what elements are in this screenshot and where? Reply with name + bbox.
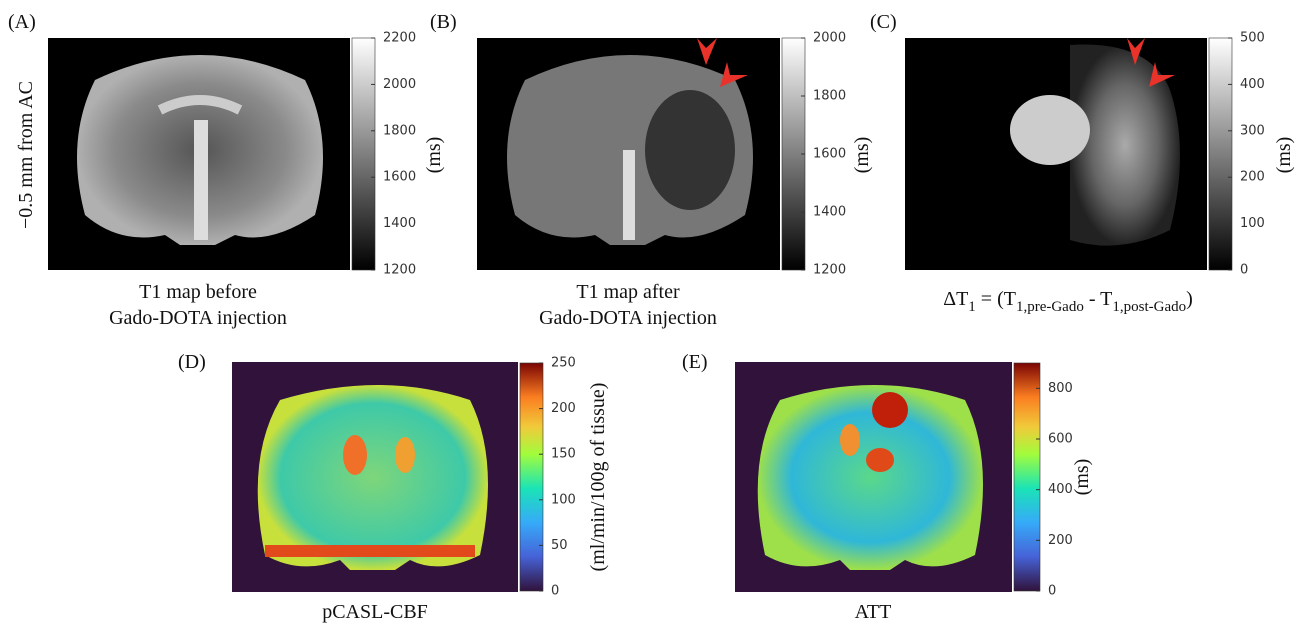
panel-label: (E)	[682, 351, 708, 373]
colorbar-tick-label: 400	[1240, 77, 1265, 92]
colorbar-tick-label: 600	[1048, 432, 1073, 447]
colorbar-label: (ms)	[1273, 137, 1295, 174]
colorbar-tick-label: 150	[551, 447, 576, 462]
colorbar-tick-label: 250	[551, 356, 576, 371]
colorbar-tick-label: 0	[551, 584, 559, 599]
colorbar-tick-label: 200	[1240, 170, 1265, 185]
colorbar	[351, 37, 376, 271]
colorbar-tick-label: 0	[1048, 584, 1056, 599]
colorbar-tick-label: 1600	[383, 170, 416, 185]
colorbar-tick-label: 2200	[383, 31, 416, 46]
caption: Gado-DOTA injection	[539, 307, 717, 329]
image-c	[905, 38, 1207, 270]
colorbar-tick-label: 100	[1240, 216, 1265, 231]
colorbar-tick-label: 0	[1240, 263, 1248, 278]
caption: pCASL-CBF	[322, 601, 428, 623]
caption: T1 map after	[576, 281, 680, 303]
colorbar-tick-label: 200	[1048, 533, 1073, 548]
colorbar-label: (ms)	[423, 137, 445, 174]
colorbar-tick-label: 1800	[813, 89, 846, 104]
colorbar	[1013, 362, 1041, 592]
colorbar-tick-label: 1200	[813, 263, 846, 278]
caption: ATT	[855, 601, 892, 623]
colorbar-tick-label: 1800	[383, 123, 416, 138]
panel-label: (B)	[430, 11, 457, 33]
side-label: −0.5 mm from AC	[15, 81, 37, 229]
colorbar-tick-label: 300	[1240, 123, 1265, 138]
caption-part: - T	[1084, 288, 1113, 310]
caption: T1 map before	[139, 281, 257, 303]
colorbar-tick-label: 2000	[813, 31, 846, 46]
colorbar-label: (ms)	[1071, 459, 1093, 496]
colorbar	[519, 362, 544, 592]
image-d	[232, 362, 518, 592]
panel-label: (C)	[870, 11, 897, 33]
caption-part: = (T	[976, 288, 1016, 310]
colorbar-tick-label: 100	[551, 492, 576, 507]
caption-part: 1	[968, 299, 976, 315]
caption: Gado-DOTA injection	[109, 307, 287, 329]
colorbar-tick-label: 800	[1048, 381, 1073, 396]
panel-label: (D)	[178, 351, 206, 373]
colorbar-tick-label: 1400	[383, 216, 416, 231]
image-a	[48, 38, 350, 270]
colorbar-tick-label: 400	[1048, 482, 1073, 497]
colorbar	[1208, 37, 1233, 271]
colorbar-tick-label: 500	[1240, 31, 1265, 46]
caption-part: 1,post-Gado	[1112, 299, 1186, 315]
panel-label: (A)	[8, 11, 36, 33]
colorbar-tick-label: 50	[551, 538, 568, 553]
colorbar-tick-label: 200	[551, 401, 576, 416]
colorbar-tick-label: 1600	[813, 147, 846, 162]
colorbar-tick-label: 2000	[383, 77, 416, 92]
caption-part: 1,pre-Gado	[1016, 299, 1084, 315]
colorbar-label: (ml/min/100g of tissue)	[587, 383, 609, 572]
caption-part: ΔT	[943, 288, 968, 310]
image-e	[735, 362, 1012, 592]
colorbar-tick-label: 1200	[383, 263, 416, 278]
colorbar-label: (ms)	[851, 137, 873, 174]
image-b	[477, 38, 780, 270]
caption-part: )	[1186, 288, 1193, 310]
caption: ΔT1 = (T1,pre-Gado - T1,post-Gado)	[943, 288, 1193, 315]
colorbar-tick-label: 1400	[813, 205, 846, 220]
